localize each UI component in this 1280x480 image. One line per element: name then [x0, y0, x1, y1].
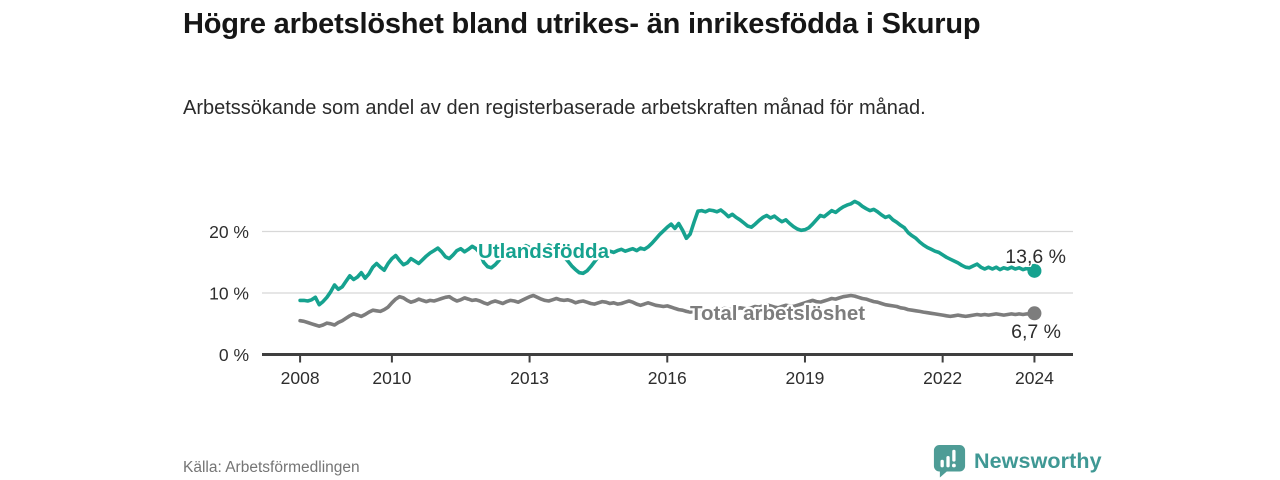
exclamation-dot: [951, 463, 956, 468]
x-tick-label-2024: 2024: [1015, 368, 1054, 388]
series-label-utlandsfodda: Utlandsfödda: [478, 240, 610, 263]
end-value-label-utlandsfodda: 13,6 %: [1005, 246, 1066, 268]
exclamation-bar: [952, 449, 956, 462]
end-dot-utlandsfodda: [1027, 263, 1042, 278]
x-tick-label-2016: 2016: [648, 368, 687, 388]
x-tick-label-2013: 2013: [510, 368, 549, 388]
series-label-total-arbetsloshet: Total arbetslöshet: [690, 302, 865, 325]
newsworthy-brand: Newsworthy: [933, 444, 1102, 478]
y-tick-label-0: 0 %: [219, 345, 249, 365]
x-tick-label-2019: 2019: [785, 368, 824, 388]
end-value-label-total-arbetsloshet: 6,7 %: [1011, 321, 1061, 343]
bar-small: [940, 459, 944, 468]
chart-subtitle: Arbetssökande som andel av den registerb…: [183, 97, 926, 119]
x-tick-label-2022: 2022: [923, 368, 962, 388]
newsworthy-brand-name: Newsworthy: [974, 448, 1102, 473]
series-line-total-arbetsloshet: [298, 293, 1037, 329]
series-line-utlandsfodda: [298, 199, 1037, 307]
chart-title: Högre arbetslöshet bland utrikes- än inr…: [183, 8, 981, 40]
source-note: Källa: Arbetsförmedlingen: [183, 459, 360, 476]
bar-chart-badge-icon: [933, 444, 966, 478]
y-tick-label-10: 10 %: [209, 284, 249, 304]
x-tick-label-2008: 2008: [281, 368, 320, 388]
bar-medium: [946, 455, 950, 468]
x-tick-label-2010: 2010: [372, 368, 411, 388]
y-tick-label-20: 20 %: [209, 222, 249, 242]
end-dot-total-arbetsloshet: [1027, 306, 1042, 321]
